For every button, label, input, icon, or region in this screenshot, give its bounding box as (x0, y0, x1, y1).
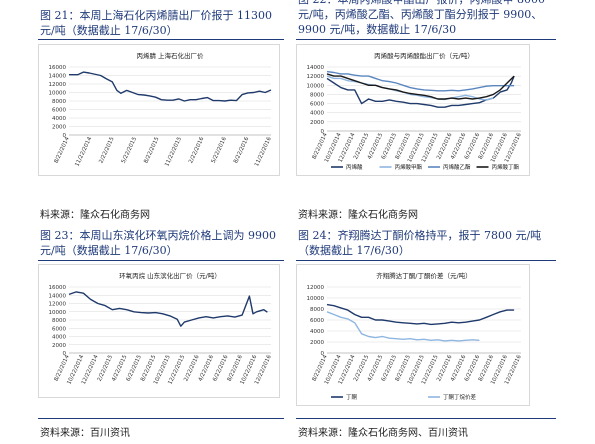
caption-clip-fig22: 图 22：本周丙烯酸甲酯出厂报价，丙烯酸甲 8000 元/吨，丙烯酸乙酯、丙烯酸… (298, 0, 560, 39)
y-tick-label: 8000 (52, 318, 66, 324)
source-rule-fig23 (38, 418, 284, 419)
y-tick-label: 4000 (52, 335, 66, 341)
x-tick-label: 5/22/2016 (211, 136, 229, 165)
y-tick-label: 10000 (307, 83, 325, 89)
series-line-1 (326, 75, 494, 101)
series-line-1 (326, 311, 480, 342)
y-tick-label: 0 (321, 129, 325, 135)
chart-title: 丙烯酸与丙烯酸酯出厂价（元/吨） (374, 51, 474, 60)
c1-svg: 丙烯腈 上海石化出厂价 0 2000 4000 6000 8000 10000 12000 14… (49, 51, 274, 168)
source-fig21: 料来源：隆众石化商务网 (40, 210, 150, 221)
y-tick-label: 0 (63, 133, 67, 139)
y-tick-label: 4000 (310, 329, 324, 335)
y-tick-label: 6000 (310, 102, 324, 108)
c2-svg: 丙烯酸与丙烯酸酯出厂价（元/吨） 0 2000 4000 6000 8000 10000 12… (307, 51, 524, 171)
series-line-0 (69, 71, 272, 102)
series-line-3 (326, 73, 515, 100)
source-fig24: 资料来源：隆众石化商务网、百川资讯 (298, 428, 468, 439)
y-tick-label: 4000 (52, 116, 66, 122)
y-tick-label: 2000 (310, 120, 324, 126)
y-tick-label: 0 (63, 351, 67, 357)
y-tick-label: 6000 (52, 326, 66, 332)
caption-rule-fig23 (38, 260, 284, 262)
y-tick-label: 6000 (310, 318, 324, 324)
y-tick-label: 8000 (52, 99, 66, 105)
y-tick-label: 12000 (49, 302, 67, 308)
series-line-0 (326, 303, 515, 326)
x-tick-label: 11/22/2014 (74, 136, 93, 168)
y-tick-label: 0 (321, 351, 325, 357)
legend-label: 丁酮 (346, 394, 358, 401)
x-tick-label: 11/22/2016 (254, 136, 273, 168)
x-tick-label: 8/22/2015 (143, 136, 161, 165)
c4-svg: 齐翔腾达丁酮/丁酮价差（元/吨） 0 2000 4000 6000 8000 10000 12… (307, 271, 524, 401)
y-tick-label: 10000 (49, 310, 67, 316)
y-tick-label: 16000 (49, 285, 67, 291)
source-fig23: 资料来源：百川资讯 (40, 428, 130, 439)
y-tick-label: 16000 (49, 65, 67, 71)
y-tick-label: 2000 (310, 340, 324, 346)
y-tick-label: 4000 (310, 111, 324, 117)
y-tick-label: 10000 (49, 91, 67, 97)
y-tick-label: 12000 (307, 74, 325, 80)
caption-fig23: 图 23：本周山东滨化环氧丙烷价格上调为 9900 元/吨（数据截止 17/6/… (40, 229, 276, 257)
caption-rule-fig21 (38, 39, 284, 41)
y-tick-label: 12000 (307, 285, 325, 291)
y-tick-label: 10000 (307, 296, 325, 302)
legend-label: 丙烯酸甲酯 (395, 163, 423, 171)
source-fig22: 资料来源：隆众石化商务网 (298, 210, 418, 221)
chart-acrylonitrile: 丙烯腈 上海石化出厂价 0 2000 4000 6000 8000 10000 12000 14… (38, 44, 280, 176)
y-tick-label: 14000 (49, 293, 67, 299)
x-tick-label: 11/22/2015 (164, 136, 183, 168)
x-tick-label: 2/22/2016 (188, 136, 206, 165)
x-tick-label: 8/22/2014 (53, 136, 71, 165)
y-tick-label: 2000 (52, 125, 66, 131)
y-tick-label: 14000 (307, 65, 325, 71)
caption-fig21: 图 21：本周上海石化丙烯腈出厂价报于 11300 元/吨（数据截止 17/6/… (40, 9, 272, 37)
chart-acrylic-acid-esters: 丙烯酸与丙烯酸酯出厂价（元/吨） 0 2000 4000 6000 8000 10000 12… (296, 44, 530, 176)
chart-title: 环氧丙烷 山东滨化出厂价（元/吨） (119, 271, 221, 280)
x-tick-label: 2/22/2015 (98, 136, 116, 165)
y-tick-label: 8000 (310, 307, 324, 313)
y-tick-label: 14000 (49, 74, 67, 80)
y-tick-label: 6000 (52, 108, 66, 114)
legend-label: 丙烯酸乙酯 (443, 163, 471, 171)
x-tick-label: 5/22/2015 (121, 136, 139, 165)
chart-butanone: 齐翔腾达丁酮/丁酮价差（元/吨） 0 2000 4000 6000 8000 10000 12… (296, 264, 530, 406)
legend-label: 丙烯酸 (346, 163, 363, 171)
caption-fig24: 图 24：齐翔腾达丁酮价格持平，报于 7800 元/吨（数据截止 17/6/30… (298, 229, 542, 257)
x-tick-label: 8/22/2016 (233, 136, 251, 165)
legend-label: 丁酮丁烷价差 (443, 393, 477, 401)
legend-label: 丙烯酸丁酯 (492, 163, 520, 171)
c3-svg: 环氧丙烷 山东滨化出厂价（元/吨） 0 2000 4000 6000 8000 10000 1… (49, 271, 274, 386)
series-line-2 (326, 70, 515, 92)
series-line-0 (68, 291, 268, 327)
chart-title: 丙烯腈 上海石化出厂价 (136, 51, 204, 60)
chart-propylene-oxide: 环氧丙烷 山东滨化出厂价（元/吨） 0 2000 4000 6000 8000 10000 1… (38, 264, 280, 398)
caption-rule-fig24 (296, 260, 556, 262)
caption-rule-fig22 (296, 39, 556, 41)
y-tick-label: 12000 (49, 82, 67, 88)
chart-title: 齐翔腾达丁酮/丁酮价差（元/吨） (376, 271, 471, 280)
source-rule-fig24 (296, 418, 556, 419)
y-tick-label: 2000 (52, 343, 66, 349)
caption-fig22: 图 22：本周丙烯酸甲酯出厂报价，丙烯酸甲 8000 元/吨，丙烯酸乙酯、丙烯酸… (298, 0, 545, 36)
y-tick-label: 8000 (310, 92, 324, 98)
